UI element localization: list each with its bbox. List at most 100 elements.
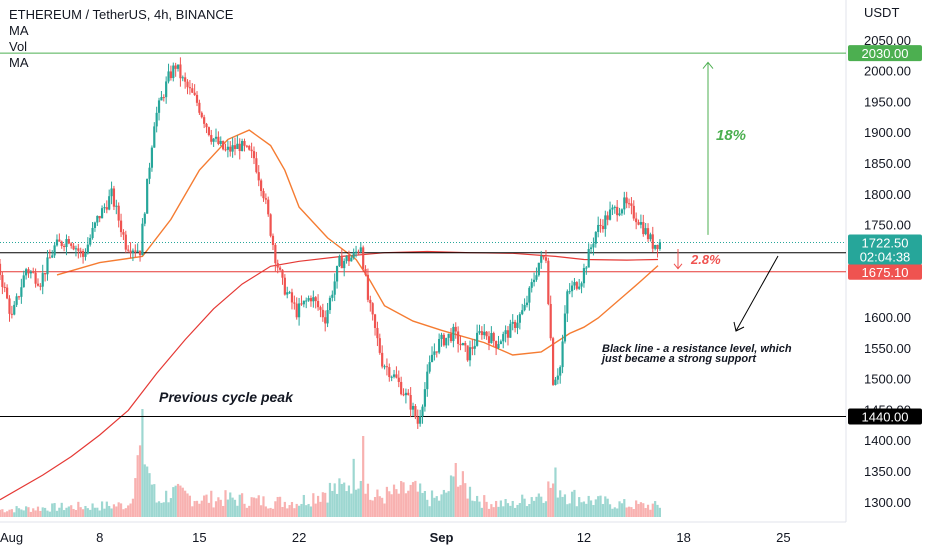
candle-body bbox=[611, 207, 614, 210]
candle-body bbox=[625, 197, 628, 204]
candle-body bbox=[176, 64, 180, 69]
volume-bar bbox=[257, 495, 260, 517]
volume-bar bbox=[207, 502, 210, 517]
volume-bar bbox=[17, 508, 21, 517]
volume-bar bbox=[490, 504, 493, 517]
volume-bar bbox=[74, 509, 78, 517]
volume-bar bbox=[309, 506, 313, 517]
candle-body bbox=[466, 345, 469, 361]
x-tick-label: Aug bbox=[0, 530, 23, 545]
x-tick-label: 12 bbox=[577, 530, 591, 545]
y-tick-label: 1350.00 bbox=[864, 464, 911, 479]
candle-body bbox=[91, 227, 94, 238]
volume-bar bbox=[483, 495, 486, 517]
candle-body bbox=[639, 222, 643, 225]
indicator-ma-1[interactable]: MA bbox=[9, 23, 29, 38]
volume-bar bbox=[547, 481, 550, 517]
volume-bar bbox=[594, 499, 597, 517]
candle-body bbox=[6, 287, 9, 299]
candle-body bbox=[497, 344, 500, 348]
candle-body bbox=[39, 285, 42, 287]
candle-body bbox=[333, 281, 336, 295]
volume-bar bbox=[155, 502, 158, 517]
candle-body bbox=[138, 250, 142, 256]
candle-body bbox=[573, 282, 576, 286]
volume-bar bbox=[39, 510, 42, 517]
volume-bar bbox=[188, 495, 191, 517]
volume-bar bbox=[250, 497, 253, 517]
volume-bar bbox=[271, 508, 275, 517]
candle-body bbox=[357, 251, 360, 253]
volume-bar bbox=[115, 506, 118, 517]
candle-body bbox=[217, 136, 220, 144]
volume-bar bbox=[400, 481, 403, 517]
candle-body bbox=[343, 260, 346, 269]
candle-body bbox=[658, 242, 661, 250]
candle-body bbox=[32, 271, 35, 273]
volume-bar bbox=[165, 490, 168, 517]
candle-body bbox=[445, 337, 448, 346]
candle-body bbox=[17, 296, 21, 298]
volume-bar bbox=[286, 508, 289, 517]
volume-bar bbox=[297, 505, 301, 517]
candle-body bbox=[141, 223, 144, 256]
candle-body bbox=[340, 256, 343, 269]
volume-bar bbox=[506, 503, 510, 517]
volume-bar bbox=[430, 490, 434, 517]
candle-body bbox=[200, 112, 203, 118]
volume-bar bbox=[124, 508, 127, 517]
volume-bar bbox=[411, 482, 415, 517]
indicator-vol[interactable]: Vol bbox=[9, 39, 28, 54]
volume-bar bbox=[454, 463, 457, 517]
candle-body bbox=[490, 333, 493, 344]
candle-body bbox=[191, 88, 194, 93]
candle-body bbox=[589, 247, 593, 250]
indicator-ma-2[interactable]: MA bbox=[9, 55, 29, 70]
volume-bar bbox=[195, 500, 199, 517]
candle-body bbox=[295, 303, 298, 318]
volume-bar bbox=[314, 503, 317, 517]
candle-body bbox=[157, 100, 161, 113]
level-target-badge bbox=[848, 45, 922, 62]
volume-bar bbox=[359, 480, 362, 517]
last-price-countdown: 02:04:38 bbox=[860, 250, 911, 265]
volume-bar bbox=[231, 497, 234, 517]
volume-bar bbox=[397, 493, 400, 517]
volume-bar bbox=[630, 507, 633, 517]
candle-body bbox=[369, 299, 372, 304]
candle-body bbox=[381, 352, 384, 367]
volume-bar bbox=[468, 486, 472, 517]
candle-body bbox=[635, 218, 638, 223]
candle-body bbox=[578, 286, 581, 289]
candle-body bbox=[319, 307, 322, 310]
volume-bar bbox=[212, 507, 215, 517]
candle-body bbox=[570, 285, 574, 292]
volume-bars bbox=[0, 409, 661, 517]
volume-bar bbox=[392, 484, 396, 517]
candle-body bbox=[390, 376, 393, 378]
volume-bar bbox=[585, 503, 588, 517]
volume-bar bbox=[340, 483, 343, 517]
volume-bar bbox=[535, 496, 538, 517]
y-tick-label: 1950.00 bbox=[864, 94, 911, 109]
candle-body bbox=[426, 371, 429, 390]
volume-bar bbox=[459, 485, 462, 517]
volume-bar bbox=[79, 507, 82, 517]
candle-body bbox=[511, 321, 514, 324]
volume-bar bbox=[530, 497, 533, 517]
symbol-title[interactable]: ETHEREUM / TetherUS, 4h, BINANCE bbox=[9, 7, 234, 22]
candle-body bbox=[79, 250, 82, 252]
volume-bar bbox=[260, 505, 263, 517]
candle-body bbox=[499, 341, 502, 345]
candle-body bbox=[592, 243, 595, 248]
candle-body bbox=[8, 298, 11, 314]
volume-bar bbox=[224, 490, 227, 517]
volume-bar bbox=[307, 503, 310, 517]
volume-bar bbox=[321, 492, 324, 517]
x-tick-label: 18 bbox=[676, 530, 690, 545]
candle-body bbox=[117, 205, 120, 221]
y-tick-label: 1400.00 bbox=[864, 433, 911, 448]
candle-body bbox=[267, 199, 270, 215]
candle-body bbox=[423, 389, 426, 407]
